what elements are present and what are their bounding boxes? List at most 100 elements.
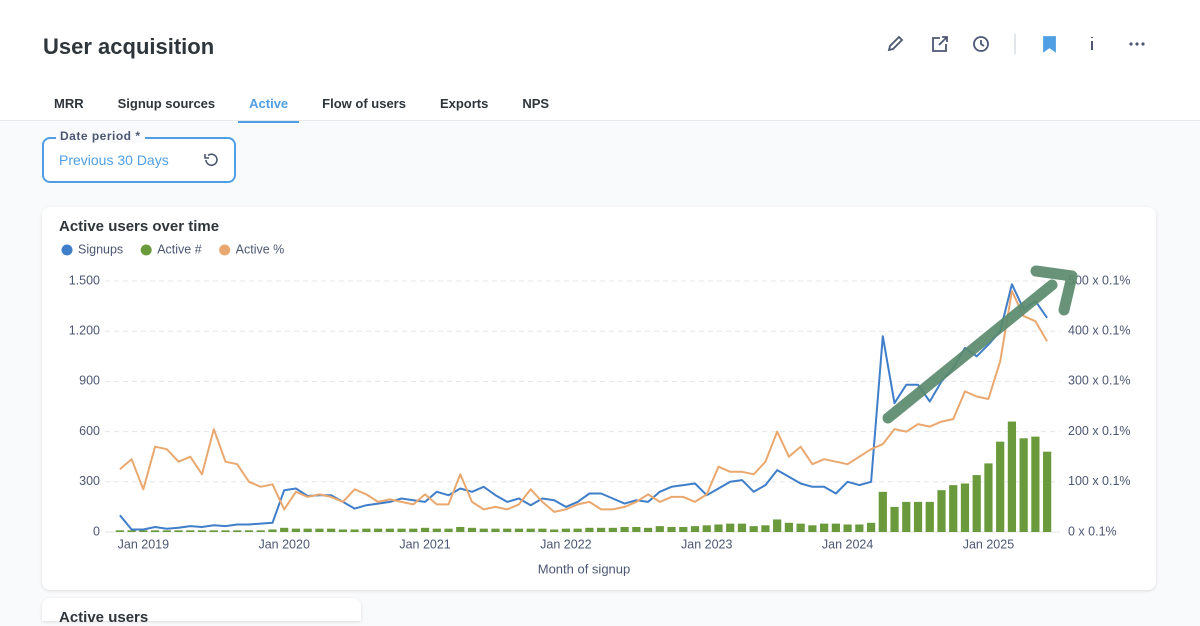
share-icon[interactable] (932, 36, 948, 52)
y-tick-label: 600 (79, 424, 100, 438)
bar (831, 523, 840, 532)
x-tick-label: Jan 2023 (681, 537, 732, 551)
tab[interactable]: Exports (439, 96, 489, 111)
toolbar (887, 34, 1145, 54)
bar (737, 523, 747, 532)
bar (667, 526, 676, 532)
bar (608, 527, 617, 532)
bar (174, 530, 183, 532)
x-axis-label: Month of signup (538, 561, 631, 576)
bar (373, 528, 383, 532)
bar (385, 528, 394, 532)
bar (268, 529, 277, 532)
bar (913, 501, 923, 532)
bar (679, 526, 688, 532)
bar (550, 529, 559, 532)
history-icon[interactable] (973, 36, 989, 52)
x-tick-label: Jan 2024 (822, 537, 873, 551)
annotation-arrow (882, 265, 1078, 424)
x-tick-label: Jan 2020 (258, 537, 309, 551)
bookmark-icon[interactable] (1043, 36, 1056, 53)
bar (432, 528, 441, 532)
bar (702, 525, 711, 532)
legend-label: Active % (236, 242, 285, 256)
bar (397, 528, 406, 532)
bar (479, 528, 488, 532)
bar (960, 483, 970, 532)
legend-dot (61, 244, 73, 256)
bar (1007, 421, 1017, 532)
y2-tick-label: 300 x 0.1% (1068, 374, 1131, 388)
filter-label: Date period * (56, 129, 145, 143)
bar (127, 530, 136, 532)
reset-icon[interactable] (202, 151, 220, 169)
bar (197, 530, 207, 532)
bar (796, 523, 805, 532)
filter-value: Previous 30 Days (59, 152, 169, 168)
bar (784, 522, 794, 532)
chart-title: Active users over time (59, 218, 219, 235)
edit-icon[interactable] (887, 35, 904, 52)
bar (890, 506, 899, 532)
bar (690, 526, 700, 532)
line (119, 290, 1048, 513)
bar (186, 530, 195, 532)
bar (843, 524, 852, 532)
bar (561, 528, 571, 532)
x-tick-label: Jan 2019 (118, 537, 169, 551)
date-filter[interactable]: Date period * Previous 30 Days (42, 129, 236, 183)
bar (303, 528, 312, 532)
bar (409, 528, 418, 532)
bars (115, 421, 1052, 532)
bar (526, 528, 535, 532)
y-tick-label: 1.500 (69, 273, 100, 287)
lines (119, 283, 1048, 531)
bar (491, 528, 500, 532)
header: User acquisition MRR Signup sources Acti… (0, 0, 1200, 123)
bar (139, 530, 148, 532)
bar (150, 530, 160, 532)
tab[interactable]: Flow of users (322, 96, 406, 111)
bar (620, 526, 629, 532)
x-tick-label: Jan 2021 (399, 537, 450, 551)
bar (538, 528, 547, 532)
more-icon[interactable] (1129, 42, 1145, 46)
bar (937, 490, 946, 532)
bar (596, 527, 606, 532)
bar (820, 523, 829, 532)
x-tick-label: Jan 2025 (963, 537, 1014, 551)
bar (632, 526, 641, 532)
bar (162, 530, 171, 532)
bar (420, 527, 430, 532)
bar (573, 528, 582, 532)
bar (1043, 451, 1052, 532)
bar (925, 501, 934, 532)
bar (315, 528, 324, 532)
y-tick-label: 0 (93, 524, 100, 538)
bar (761, 525, 770, 532)
bar (855, 524, 864, 532)
bar (256, 530, 265, 532)
bar (714, 524, 723, 532)
y2-tick-label: 400 x 0.1% (1068, 323, 1131, 337)
tab[interactable]: MRR (54, 96, 84, 111)
bar (972, 475, 981, 532)
bar (749, 526, 758, 532)
legend-label: Signups (78, 242, 123, 256)
tab[interactable]: NPS (522, 96, 550, 111)
bar (244, 530, 254, 532)
legend-label: Active # (157, 242, 202, 256)
tab[interactable]: Active (238, 96, 300, 123)
tab[interactable]: Signup sources (117, 96, 216, 111)
bar (514, 528, 524, 532)
bar (643, 527, 653, 532)
bar (902, 501, 911, 532)
grid: 0 300 600 900 1.200 1.500 0 x 0.1% 100 x 0.1% 20… (69, 273, 1131, 551)
tabs: MRR Signup sources Active Flow of users … (43, 96, 572, 123)
dashboard-title: User acquisition (43, 34, 215, 59)
bar (878, 491, 887, 532)
bar (221, 530, 230, 532)
bar (585, 527, 594, 532)
